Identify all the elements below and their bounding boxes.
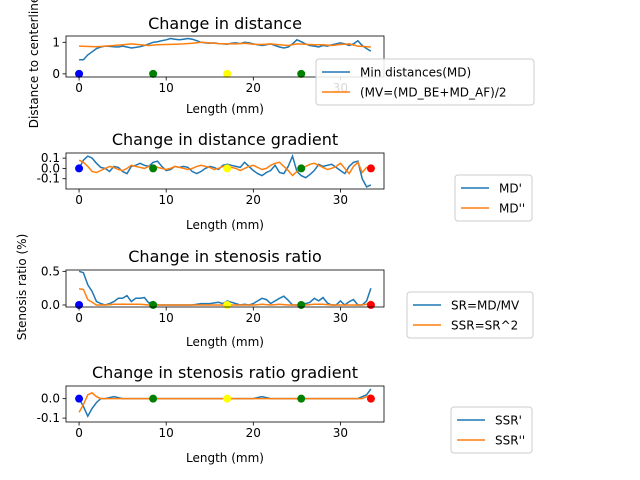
x-tick-label: 30 <box>333 311 348 325</box>
axes-frame <box>65 152 385 190</box>
legend-box <box>454 174 533 222</box>
chart-title: Change in stenosis ratio gradient <box>92 363 358 382</box>
point-marker-4 <box>297 394 306 403</box>
point-marker-5 <box>366 164 375 173</box>
x-tick-label: 0 <box>75 193 83 207</box>
legend-box <box>315 58 535 106</box>
point-marker-3 <box>223 300 232 309</box>
point-marker-2 <box>149 394 158 403</box>
axes-frame <box>65 385 385 423</box>
x-tick-label: 20 <box>246 81 261 95</box>
point-marker-4 <box>297 300 306 309</box>
point-marker-1 <box>75 164 84 173</box>
legend-label: (MV=(MD_BE+MD_AF)/2 <box>360 86 507 100</box>
legend: SR=MD/MV SSR=SR^2 <box>406 291 534 339</box>
legend-label: MD'' <box>499 202 525 216</box>
point-marker-4 <box>297 164 306 173</box>
point-marker-3 <box>223 394 232 403</box>
series-line-1 <box>79 37 372 61</box>
axes-frame <box>65 269 385 308</box>
x-axis-label: Length (mm) <box>186 102 264 116</box>
point-marker-1 <box>75 394 84 403</box>
point-marker-1 <box>75 69 84 78</box>
chart-panel-3: 0 10 20 30 0.0 0.5 Change in stenosis ratio Len… <box>15 234 534 349</box>
y-tick-label: 0 <box>52 67 60 81</box>
legend-label: MD' <box>499 182 522 196</box>
x-tick-label: 0 <box>75 311 83 325</box>
legend-label: SSR=SR^2 <box>451 319 518 333</box>
chart-title: Change in stenosis ratio <box>128 247 322 266</box>
x-axis-label: Length (mm) <box>186 451 264 465</box>
chart-panel-2: 0 10 20 30 0.10.0-0.1 Change in distance grad… <box>37 130 533 232</box>
x-tick-label: 20 <box>246 426 261 440</box>
series-line-2 <box>78 391 372 413</box>
x-tick-label: 20 <box>246 311 261 325</box>
x-axis-label: Length (mm) <box>186 335 264 349</box>
x-tick-label: 0 <box>75 81 83 95</box>
x-tick-label: 10 <box>159 193 174 207</box>
x-tick-label: 10 <box>159 81 174 95</box>
series-line-2 <box>79 41 371 48</box>
legend: MD' MD'' <box>454 174 533 222</box>
x-tick-label: 30 <box>333 193 348 207</box>
point-marker-5 <box>366 394 375 403</box>
y-axis-label: Distance to centerline <box>27 0 41 128</box>
legend-label: SSR' <box>495 414 522 428</box>
legend: Min distances(MD) (MV=(MD_BE+MD_AF)/2 <box>315 58 535 106</box>
point-marker-5 <box>366 300 375 309</box>
y-tick-label: -0.1 <box>37 172 60 186</box>
point-marker-3 <box>223 164 232 173</box>
legend-label: SSR'' <box>495 434 525 448</box>
chart-title: Change in distance gradient <box>112 130 338 149</box>
x-tick-label: 10 <box>159 426 174 440</box>
chart-title: Change in distance <box>148 14 302 33</box>
legend-box <box>406 291 534 339</box>
y-tick-label: 1 <box>52 35 60 49</box>
series-line-1 <box>78 270 372 306</box>
y-tick-label: 0.1 <box>41 151 60 165</box>
legend-box <box>450 406 533 454</box>
y-axis-label: Stenosis ratio (%) <box>15 234 29 341</box>
legend-label: SR=MD/MV <box>451 299 520 313</box>
x-tick-label: 30 <box>333 426 348 440</box>
legend-label: Min distances(MD) <box>360 66 471 80</box>
point-marker-4 <box>297 69 306 78</box>
y-tick-label: 0.0 <box>41 392 60 406</box>
series-line-2 <box>78 288 372 306</box>
chart-panel-4: 0 10 20 30 0.0 -0.1 Change in stenosis ratio g… <box>37 363 533 465</box>
point-marker-2 <box>149 164 158 173</box>
series-line-1 <box>78 388 372 418</box>
series-line-1 <box>78 153 372 188</box>
x-tick-label: 10 <box>159 311 174 325</box>
y-tick-label: 0.0 <box>41 298 60 312</box>
point-marker-2 <box>149 69 158 78</box>
x-axis-label: Length (mm) <box>186 218 264 232</box>
y-tick-label: 0.0 <box>41 161 60 175</box>
axes-frame <box>65 35 385 78</box>
x-tick-label: 0 <box>75 426 83 440</box>
y-tick-label: 0.5 <box>41 264 60 278</box>
point-marker-2 <box>149 300 158 309</box>
x-tick-label: 20 <box>246 193 261 207</box>
point-marker-3 <box>223 69 232 78</box>
y-tick-label: -0.1 <box>37 411 60 425</box>
legend: SSR' SSR'' <box>450 406 533 454</box>
